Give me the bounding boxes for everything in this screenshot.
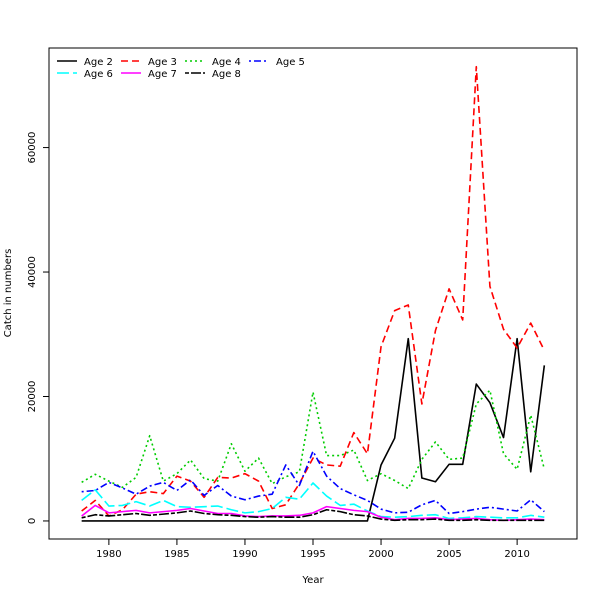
y-tick-label: 20000 [27,381,38,413]
legend-label: Age 4 [212,57,241,68]
series-line-age-4 [81,389,546,490]
legend-label: Age 5 [276,57,305,68]
x-tick-label: 2000 [368,549,393,560]
series-line-age-6 [81,482,545,520]
x-axis-title: Year [301,575,324,586]
series-layer [81,65,546,522]
x-tick-label: 2010 [504,549,529,560]
y-tick-label: 40000 [27,256,38,288]
series-line-age-3 [81,65,546,517]
y-tick-label: 0 [27,518,38,524]
legend-label: Age 6 [84,69,113,80]
x-tick-label: 1990 [232,549,257,560]
series-line-age-8 [81,508,545,522]
series-line-age-2 [81,337,546,522]
x-tick-label: 1995 [300,549,325,560]
series-line-age-7 [81,504,545,522]
y-axis: 0 20000 40000 60000 [27,132,49,524]
legend: Age 2 Age 3 Age 4 Age 5 Age 6 Age 7 Age 8 [57,57,305,80]
plot-frame [48,47,578,540]
y-axis-title: Catch in numbers [3,249,14,338]
y-tick-label: 60000 [27,132,38,164]
legend-label: Age 8 [212,69,241,80]
x-axis: 1980 1985 1990 1995 2000 2005 2010 [96,539,530,560]
legend-label: Age 3 [148,57,177,68]
legend-label: Age 7 [148,69,177,80]
x-tick-label: 1985 [164,549,189,560]
legend-label: Age 2 [84,57,113,68]
x-tick-label: 2005 [436,549,461,560]
series-line-age-5 [81,450,545,515]
x-tick-label: 1980 [96,549,121,560]
